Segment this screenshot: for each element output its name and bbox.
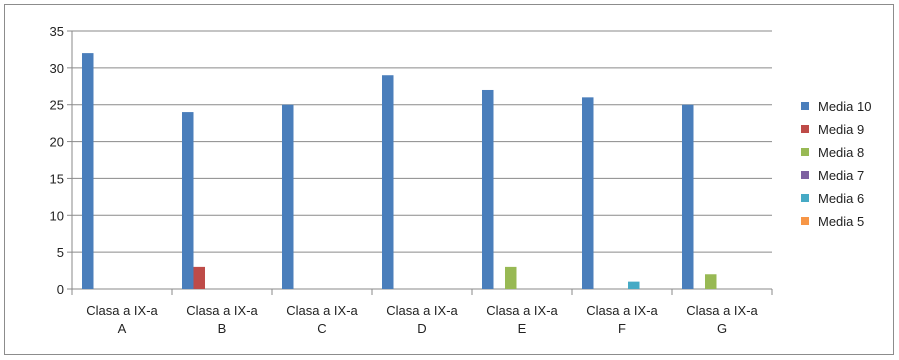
legend-swatch (801, 194, 809, 202)
bar-media-10 (182, 112, 194, 289)
legend-label: Media 7 (818, 168, 864, 183)
y-tick-label: 0 (57, 282, 64, 297)
legend-label: Media 6 (818, 191, 864, 206)
bar-media-9 (193, 266, 205, 289)
x-category-label: G (717, 321, 727, 336)
legend-swatch (801, 125, 809, 133)
legend-swatch (801, 217, 809, 225)
y-tick-label: 20 (50, 135, 64, 150)
x-category-label: Clasa a IX-a (586, 303, 658, 318)
legend-swatch (801, 102, 809, 110)
x-category-label: Clasa a IX-a (486, 303, 558, 318)
legend-label: Media 10 (818, 99, 871, 114)
legend-label: Media 8 (818, 145, 864, 160)
x-category-label: Clasa a IX-a (686, 303, 758, 318)
bar-media-10 (482, 89, 494, 289)
bar-media-8 (505, 266, 517, 289)
y-tick-label: 5 (57, 245, 64, 260)
y-tick-label: 30 (50, 61, 64, 76)
x-category-label: Clasa a IX-a (86, 303, 158, 318)
x-category-label: Clasa a IX-a (386, 303, 458, 318)
x-category-label: E (518, 321, 527, 336)
y-tick-label: 25 (50, 98, 64, 113)
x-category-label: D (417, 321, 426, 336)
bar-media-8 (705, 274, 717, 289)
bar-media-10 (282, 104, 294, 289)
bar-media-6 (628, 281, 640, 289)
bar-media-10 (582, 97, 594, 289)
y-tick-label: 15 (50, 171, 64, 186)
x-category-label: F (618, 321, 626, 336)
x-category-label: A (118, 321, 127, 336)
x-category-label: C (317, 321, 326, 336)
y-tick-label: 35 (50, 24, 64, 39)
bar-media-10 (682, 104, 694, 289)
legend-swatch (801, 171, 809, 179)
x-category-label: Clasa a IX-a (186, 303, 258, 318)
x-category-label: B (218, 321, 227, 336)
x-category-label: Clasa a IX-a (286, 303, 358, 318)
legend-swatch (801, 148, 809, 156)
legend-label: Media 9 (818, 122, 864, 137)
bar-media-10 (382, 75, 394, 289)
legend-label: Media 5 (818, 214, 864, 229)
chart-frame (4, 4, 894, 355)
y-tick-label: 10 (50, 208, 64, 223)
bar-media-10 (82, 53, 94, 289)
